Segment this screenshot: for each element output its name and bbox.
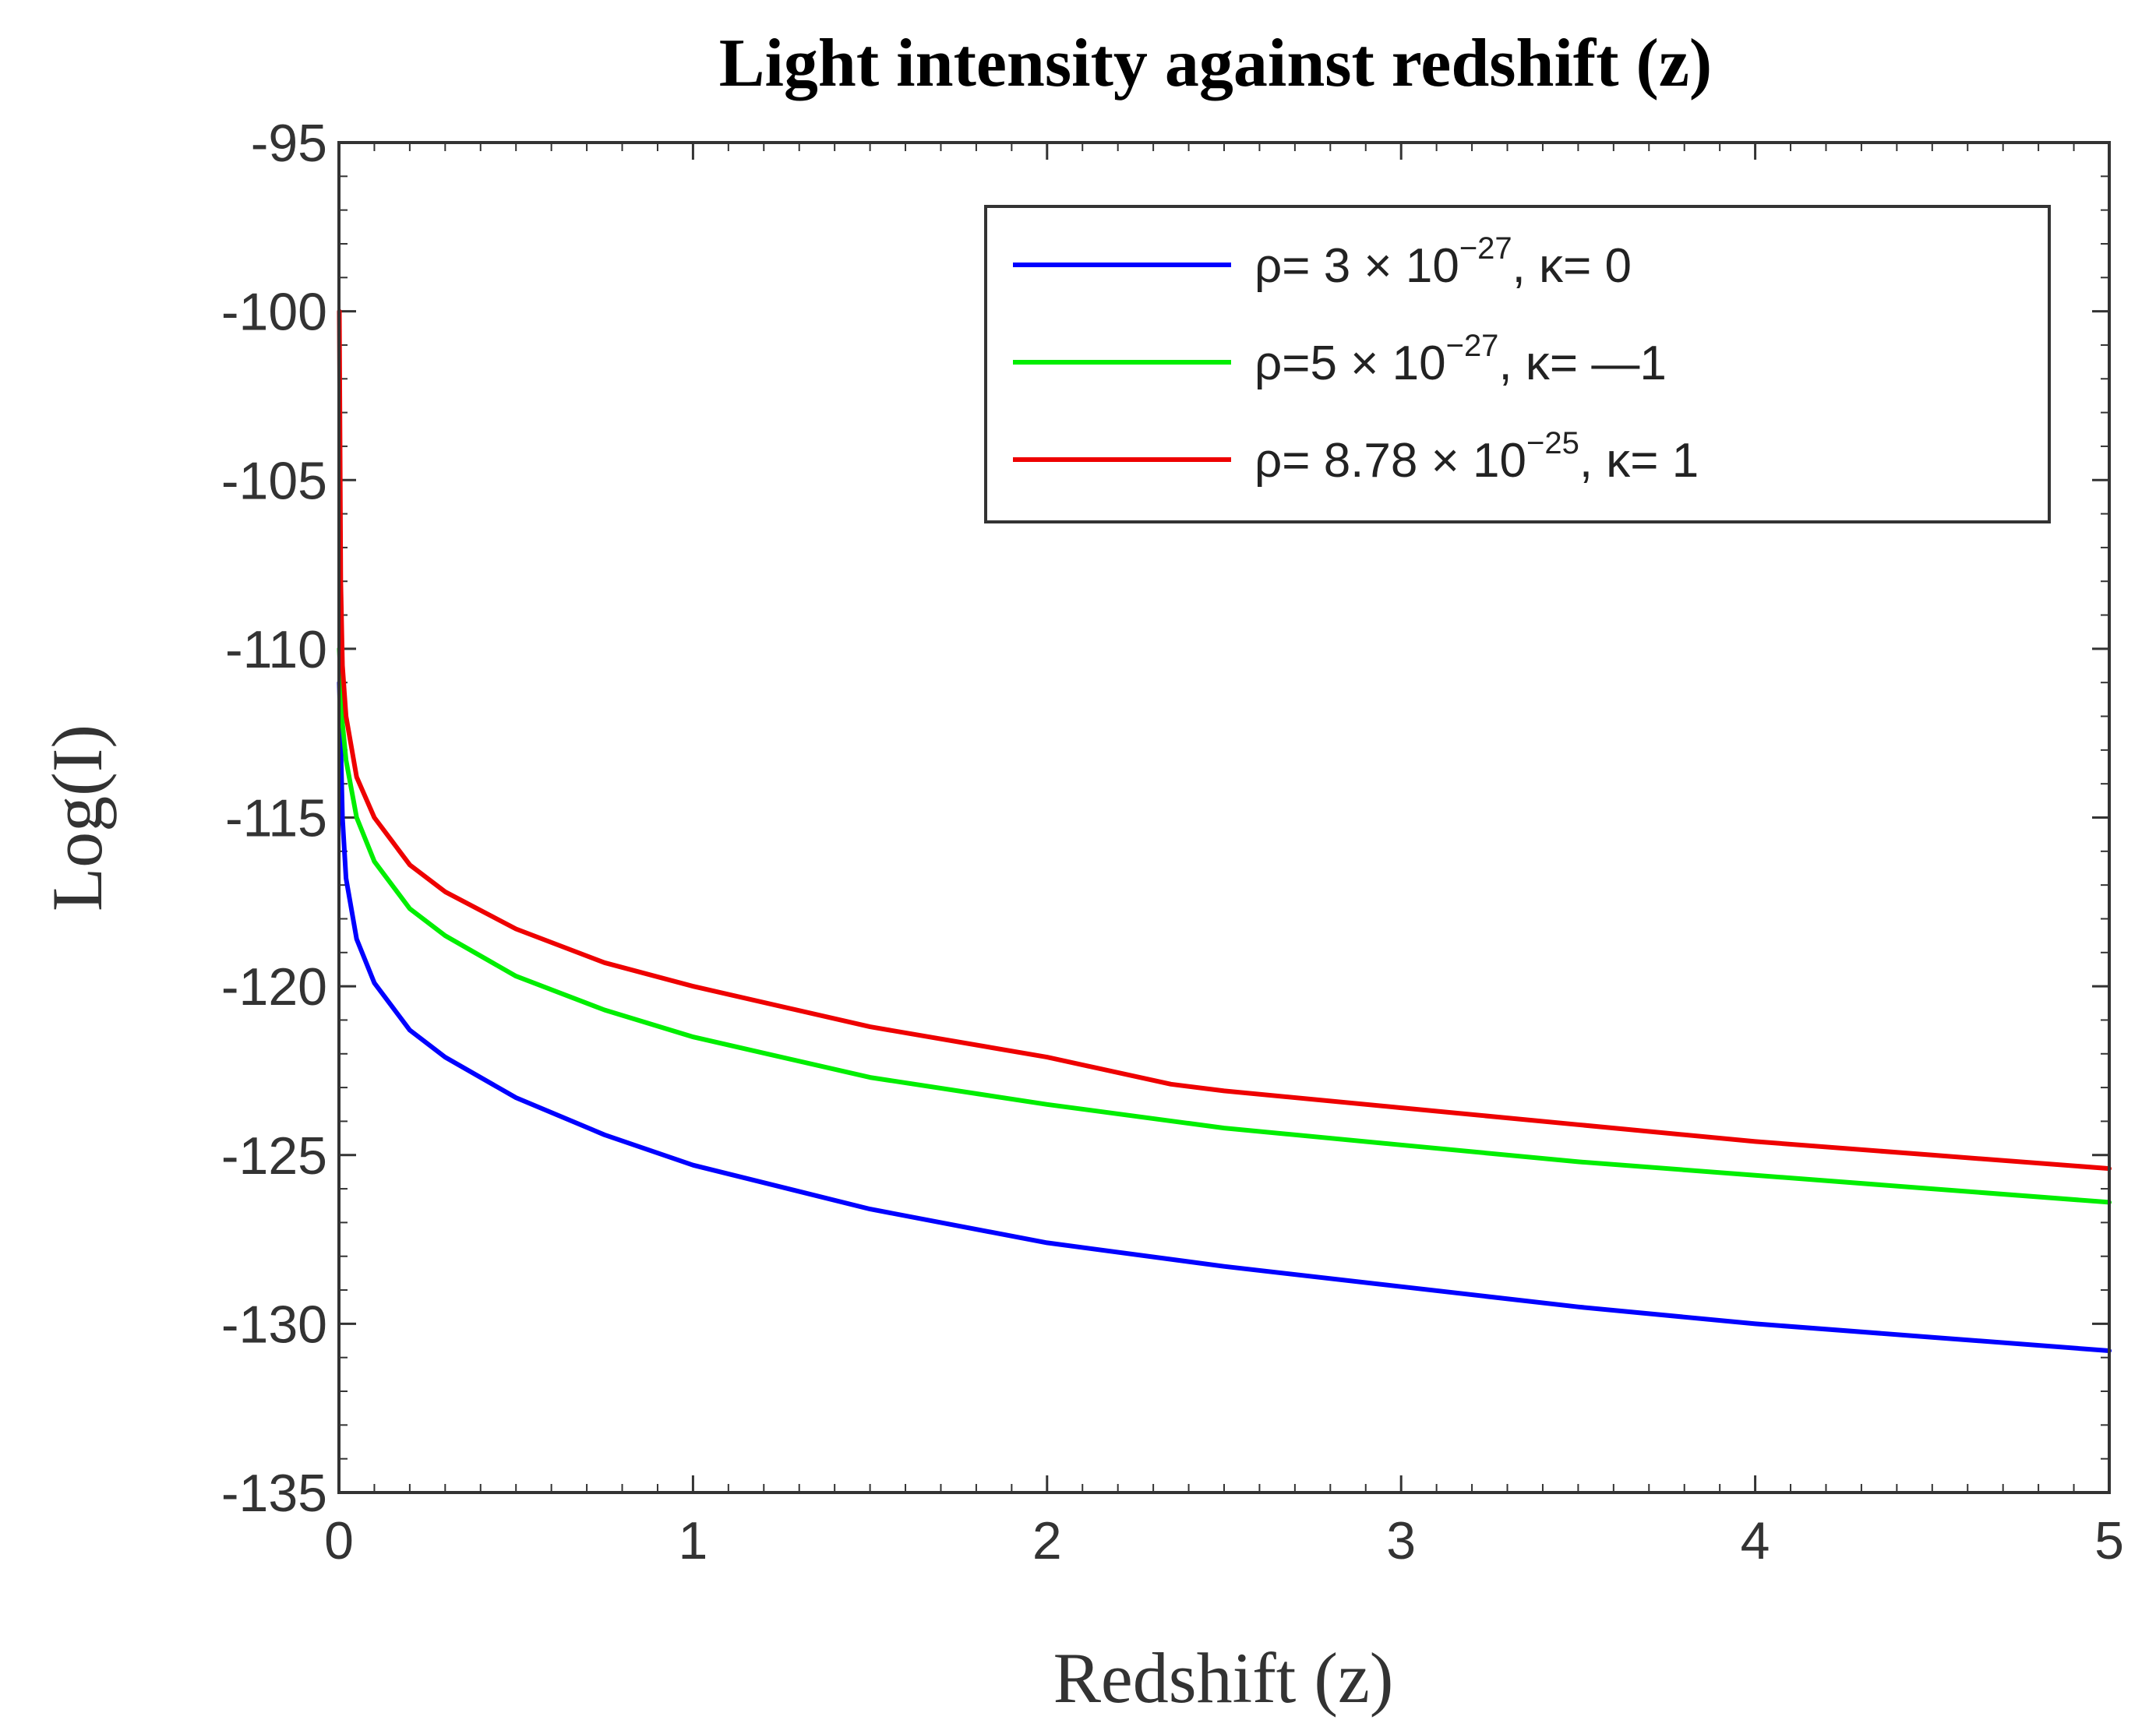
series-layer <box>337 308 2112 1353</box>
series-line-2 <box>337 308 2112 1172</box>
y-axis-label: Log(I) <box>37 724 117 911</box>
legend: ρ= 3 × 10−27, κ= 0 ρ=5 × 10−27, κ= —1 ρ= 8… <box>984 205 2051 523</box>
y-tick-label: -125 <box>221 1126 327 1186</box>
x-tick-labels: 0 1 2 3 4 5 <box>324 1511 2124 1570</box>
x-tick-label: 2 <box>1032 1511 1062 1570</box>
y-tick-label: -110 <box>225 620 327 679</box>
y-tick-labels: -95 -100 -105 -110 -115 -120 -125 -130 -135 <box>221 114 327 1523</box>
y-tick-label: -135 <box>221 1464 327 1523</box>
y-tick-label: -120 <box>221 957 327 1017</box>
x-tick-label: 5 <box>2094 1511 2124 1570</box>
series-line-1 <box>337 646 2112 1205</box>
x-tick-label: 0 <box>324 1511 354 1570</box>
legend-label-0: ρ= 3 × 10−27, κ= 0 <box>1254 231 1632 293</box>
chart-title: Light intensity against redshift (z) <box>719 26 1712 101</box>
legend-label-1: ρ=5 × 10−27, κ= —1 <box>1254 329 1667 390</box>
x-axis-label: Redshift (z) <box>1053 1638 1394 1718</box>
legend-label-2: ρ= 8.78 × 10−25, κ= 1 <box>1254 426 1699 488</box>
y-tick-label: -115 <box>225 789 327 848</box>
series-line-0 <box>337 680 2112 1353</box>
x-tick-label: 1 <box>678 1511 707 1570</box>
x-tick-label: 3 <box>1386 1511 1416 1570</box>
plot-frame <box>337 141 2111 1494</box>
y-tick-label: -100 <box>221 283 327 342</box>
x-tick-label: 4 <box>1741 1511 1770 1570</box>
y-tick-label: -95 <box>251 114 327 173</box>
y-tick-label: -105 <box>221 451 327 510</box>
y-tick-label: -130 <box>221 1295 327 1354</box>
